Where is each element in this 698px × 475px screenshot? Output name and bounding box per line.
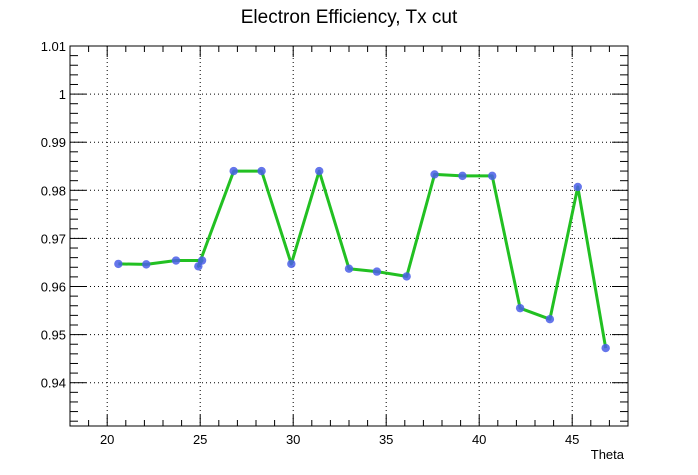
series-line	[118, 169, 608, 349]
grid	[70, 45, 628, 426]
y-tick-label: 1.01	[41, 39, 66, 54]
data-point	[402, 272, 411, 281]
y-tick-label: 0.97	[41, 231, 66, 246]
x-tick-label: 25	[193, 432, 207, 447]
data-point	[142, 260, 151, 269]
y-tick-label: 0.94	[41, 376, 66, 391]
y-tick-label: 0.98	[41, 183, 66, 198]
plot-frame	[69, 45, 629, 427]
y-tick-label: 0.95	[41, 328, 66, 343]
data-point	[372, 267, 382, 276]
data-point	[114, 259, 123, 269]
data-point	[194, 262, 203, 271]
x-tick-label: 45	[565, 432, 579, 447]
x-tick-label: 20	[100, 432, 114, 447]
x-axis-label: Theta	[591, 447, 625, 462]
tick-labels: 20 25 30 35 40 45 0.94 0.95 0.96 0.97 0.98 0.99 1 1.0…	[41, 39, 580, 447]
data-series	[114, 166, 610, 353]
data-point	[171, 256, 181, 265]
y-tick-label: 0.99	[41, 135, 66, 150]
y-tick-label: 0.96	[41, 280, 66, 295]
data-point	[430, 170, 439, 179]
chart-title: Electron Efficiency, Tx cut	[241, 7, 458, 28]
data-point	[344, 264, 354, 273]
x-tick-label: 40	[472, 432, 486, 447]
x-tick-label: 30	[286, 432, 300, 447]
data-point	[257, 166, 266, 176]
data-point	[601, 343, 610, 353]
x-tick-label: 35	[379, 432, 393, 447]
data-point	[515, 303, 525, 313]
data-point	[488, 171, 497, 181]
data-point	[458, 171, 467, 181]
y-tick-label: 1	[59, 87, 66, 102]
data-point	[315, 166, 324, 176]
axis-ticks	[69, 45, 629, 426]
data-point	[573, 182, 582, 192]
data-point	[545, 315, 555, 324]
data-point	[229, 166, 238, 176]
data-point	[287, 259, 296, 269]
